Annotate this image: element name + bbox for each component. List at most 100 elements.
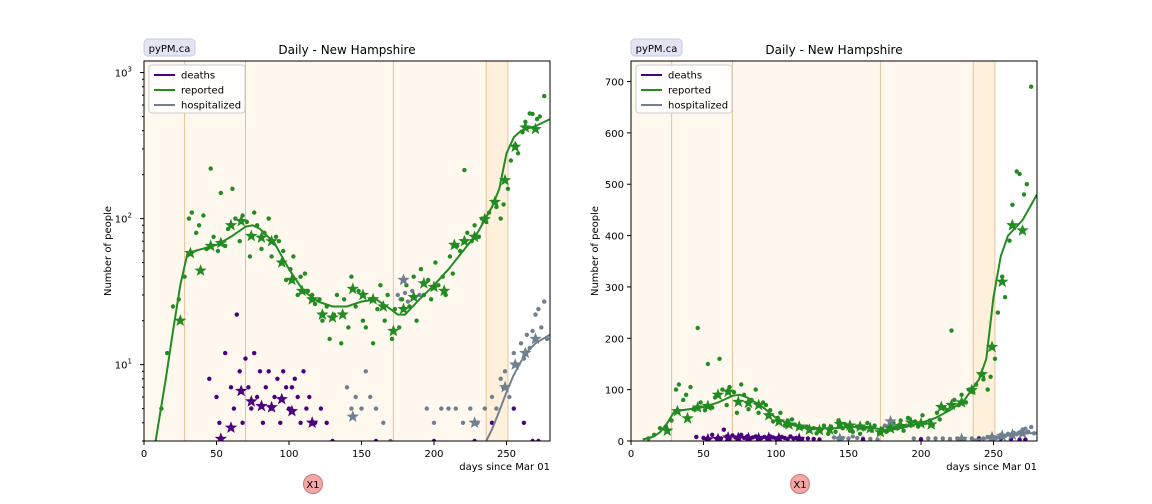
reported-weekly-star	[316, 308, 329, 320]
hospitalized-daily-point	[911, 436, 916, 441]
legend: deaths reported hospitalized	[148, 64, 246, 114]
reported-weekly-star	[377, 300, 390, 312]
reported-daily-point	[433, 260, 438, 265]
reported-daily-point	[1021, 192, 1027, 197]
x-tick-label: 250	[984, 449, 1003, 460]
reported-weekly-star	[275, 256, 288, 268]
legend-entry-reported: reported	[641, 86, 711, 97]
legend-entry-hospitalized: hospitalized	[154, 101, 241, 112]
reported-daily-point	[995, 310, 1001, 315]
y-tick-label: 103	[115, 66, 132, 80]
hospitalized-daily-point	[446, 406, 451, 411]
reported-weekly-star	[174, 314, 187, 326]
deaths-daily-point	[330, 438, 335, 441]
chart-title: Daily - New Hampshire	[278, 43, 415, 57]
hospitalized-daily-point	[482, 406, 487, 411]
y-tick-label: 101	[115, 358, 132, 372]
y-tick-label: 400	[605, 232, 624, 243]
reported-daily-point	[399, 297, 405, 302]
reported-daily-point	[215, 248, 221, 254]
reported-weekly-star	[397, 302, 410, 315]
y-tick-label: 0	[618, 437, 624, 448]
x1-marker-circle	[303, 474, 323, 494]
deaths-weekly-star	[245, 394, 258, 407]
hospitalized-daily-point	[507, 394, 512, 400]
x1-marker-label: X1	[306, 480, 319, 491]
deaths-daily-point	[318, 406, 324, 411]
reported-daily-point	[673, 387, 679, 392]
reported-weekly-star	[833, 417, 846, 430]
reported-daily-point	[182, 274, 187, 279]
reported-daily-point	[937, 417, 942, 422]
reported-weekly-star	[427, 280, 441, 293]
period-band	[507, 61, 550, 441]
reported-daily-point	[411, 274, 416, 279]
hospitalized-daily-point	[344, 385, 350, 390]
reported-daily-point	[404, 283, 409, 288]
reported-daily-point	[683, 392, 689, 397]
reported-weekly-star	[732, 395, 745, 408]
reported-daily-point	[537, 114, 542, 119]
reported-weekly-star	[975, 367, 989, 380]
reported-daily-point	[346, 325, 351, 330]
reported-weekly-star	[265, 234, 278, 247]
hospitalized-daily-point	[468, 406, 473, 411]
reported-daily-point	[414, 318, 419, 323]
x1-marker: X1	[303, 474, 323, 494]
deaths-daily-point	[739, 432, 744, 437]
reported-weekly-star	[184, 246, 197, 259]
reported-daily-point	[320, 318, 325, 323]
reported-daily-point	[865, 420, 870, 426]
hospitalized-daily-point	[530, 328, 535, 334]
reported-daily-point	[857, 431, 863, 436]
period-band	[994, 61, 1037, 441]
deaths-daily-point	[257, 369, 263, 374]
deaths-daily-point	[324, 420, 329, 425]
reported-weekly-star	[387, 324, 400, 337]
legend-label: hospitalized	[181, 101, 241, 112]
deaths-daily-point	[511, 406, 516, 411]
deaths-weekly-star	[701, 432, 714, 441]
deaths-daily-point	[860, 437, 866, 441]
reported-weekly-star	[1006, 218, 1019, 231]
hospitalized-daily-point	[511, 350, 516, 356]
y-tick-base: 10	[115, 69, 128, 80]
deaths-weekly-star	[722, 431, 735, 441]
reported-daily-point	[349, 274, 354, 279]
brand-badge: pyPM.ca	[630, 38, 683, 57]
legend-entry-deaths: deaths	[154, 71, 215, 82]
reported-weekly-star	[366, 292, 380, 305]
reported-daily-point	[731, 390, 737, 395]
legend-label: reported	[181, 86, 224, 97]
deaths-daily-point	[272, 394, 277, 400]
reported-daily-point	[170, 304, 176, 309]
deaths-daily-point	[292, 376, 297, 381]
reported-daily-point	[211, 234, 216, 239]
hospitalized-daily-point	[831, 435, 837, 440]
reported-daily-point	[959, 392, 964, 397]
hospitalized-daily-point	[453, 406, 458, 411]
weekly-markers-reported	[661, 218, 1029, 438]
reported-daily-point	[688, 384, 693, 390]
legend: deaths reported hospitalized	[635, 64, 733, 114]
period-band	[486, 61, 508, 441]
reported-weekly-star	[478, 212, 491, 225]
legend-entry-deaths: deaths	[641, 71, 702, 82]
reported-weekly-star	[529, 122, 542, 135]
hospitalized-daily-point	[502, 369, 508, 374]
hospitalized-weekly-star	[833, 432, 846, 441]
x-tick-label: 100	[279, 449, 298, 460]
reported-weekly-star	[214, 236, 227, 249]
reported-daily-point	[763, 402, 769, 408]
reported-daily-point	[426, 277, 431, 283]
reported-daily-point	[370, 341, 376, 346]
deaths-daily-point	[231, 406, 237, 411]
hospitalized-daily-point	[542, 299, 547, 304]
reported-weekly-star	[661, 424, 674, 436]
reported-daily-point	[1002, 295, 1008, 300]
legend-label: deaths	[668, 71, 702, 82]
deaths-weekly-star	[265, 400, 278, 413]
reported-weekly-star	[336, 308, 349, 320]
reported-daily-point	[949, 328, 954, 333]
